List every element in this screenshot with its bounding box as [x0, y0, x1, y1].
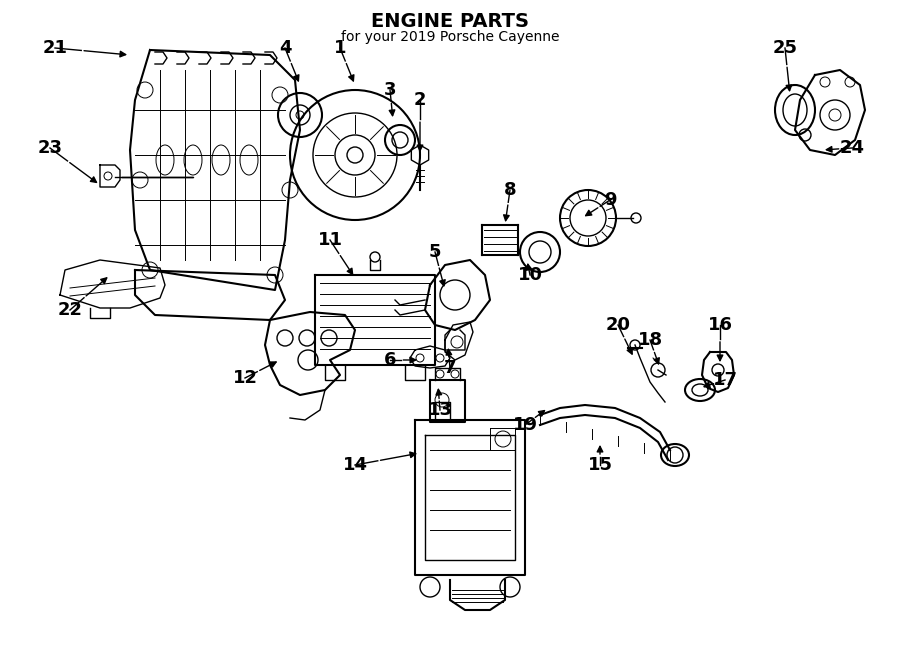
Text: 15: 15	[588, 456, 613, 474]
Text: for your 2019 Porsche Cayenne: for your 2019 Porsche Cayenne	[341, 30, 559, 44]
Text: 23: 23	[38, 139, 62, 157]
Text: 25: 25	[772, 39, 797, 57]
Text: 7: 7	[444, 359, 456, 377]
Text: 21: 21	[42, 39, 68, 57]
Text: 5: 5	[428, 243, 441, 261]
Text: 1: 1	[334, 39, 346, 57]
Text: 17: 17	[713, 371, 737, 389]
Text: 12: 12	[232, 369, 257, 387]
Text: 14: 14	[343, 456, 367, 474]
Text: 16: 16	[707, 316, 733, 334]
Text: 19: 19	[512, 416, 537, 434]
Text: 6: 6	[383, 351, 396, 369]
Text: 11: 11	[318, 231, 343, 249]
Text: 2: 2	[414, 91, 427, 109]
Text: 3: 3	[383, 81, 396, 99]
Text: 10: 10	[518, 266, 543, 284]
Text: ENGINE PARTS: ENGINE PARTS	[371, 12, 529, 31]
Text: 20: 20	[606, 316, 631, 334]
Text: 18: 18	[637, 331, 662, 349]
Text: 22: 22	[58, 301, 83, 319]
Text: 13: 13	[428, 401, 453, 419]
Text: 8: 8	[504, 181, 517, 199]
Text: 24: 24	[840, 139, 865, 157]
Text: 9: 9	[604, 191, 617, 209]
Text: 4: 4	[279, 39, 292, 57]
